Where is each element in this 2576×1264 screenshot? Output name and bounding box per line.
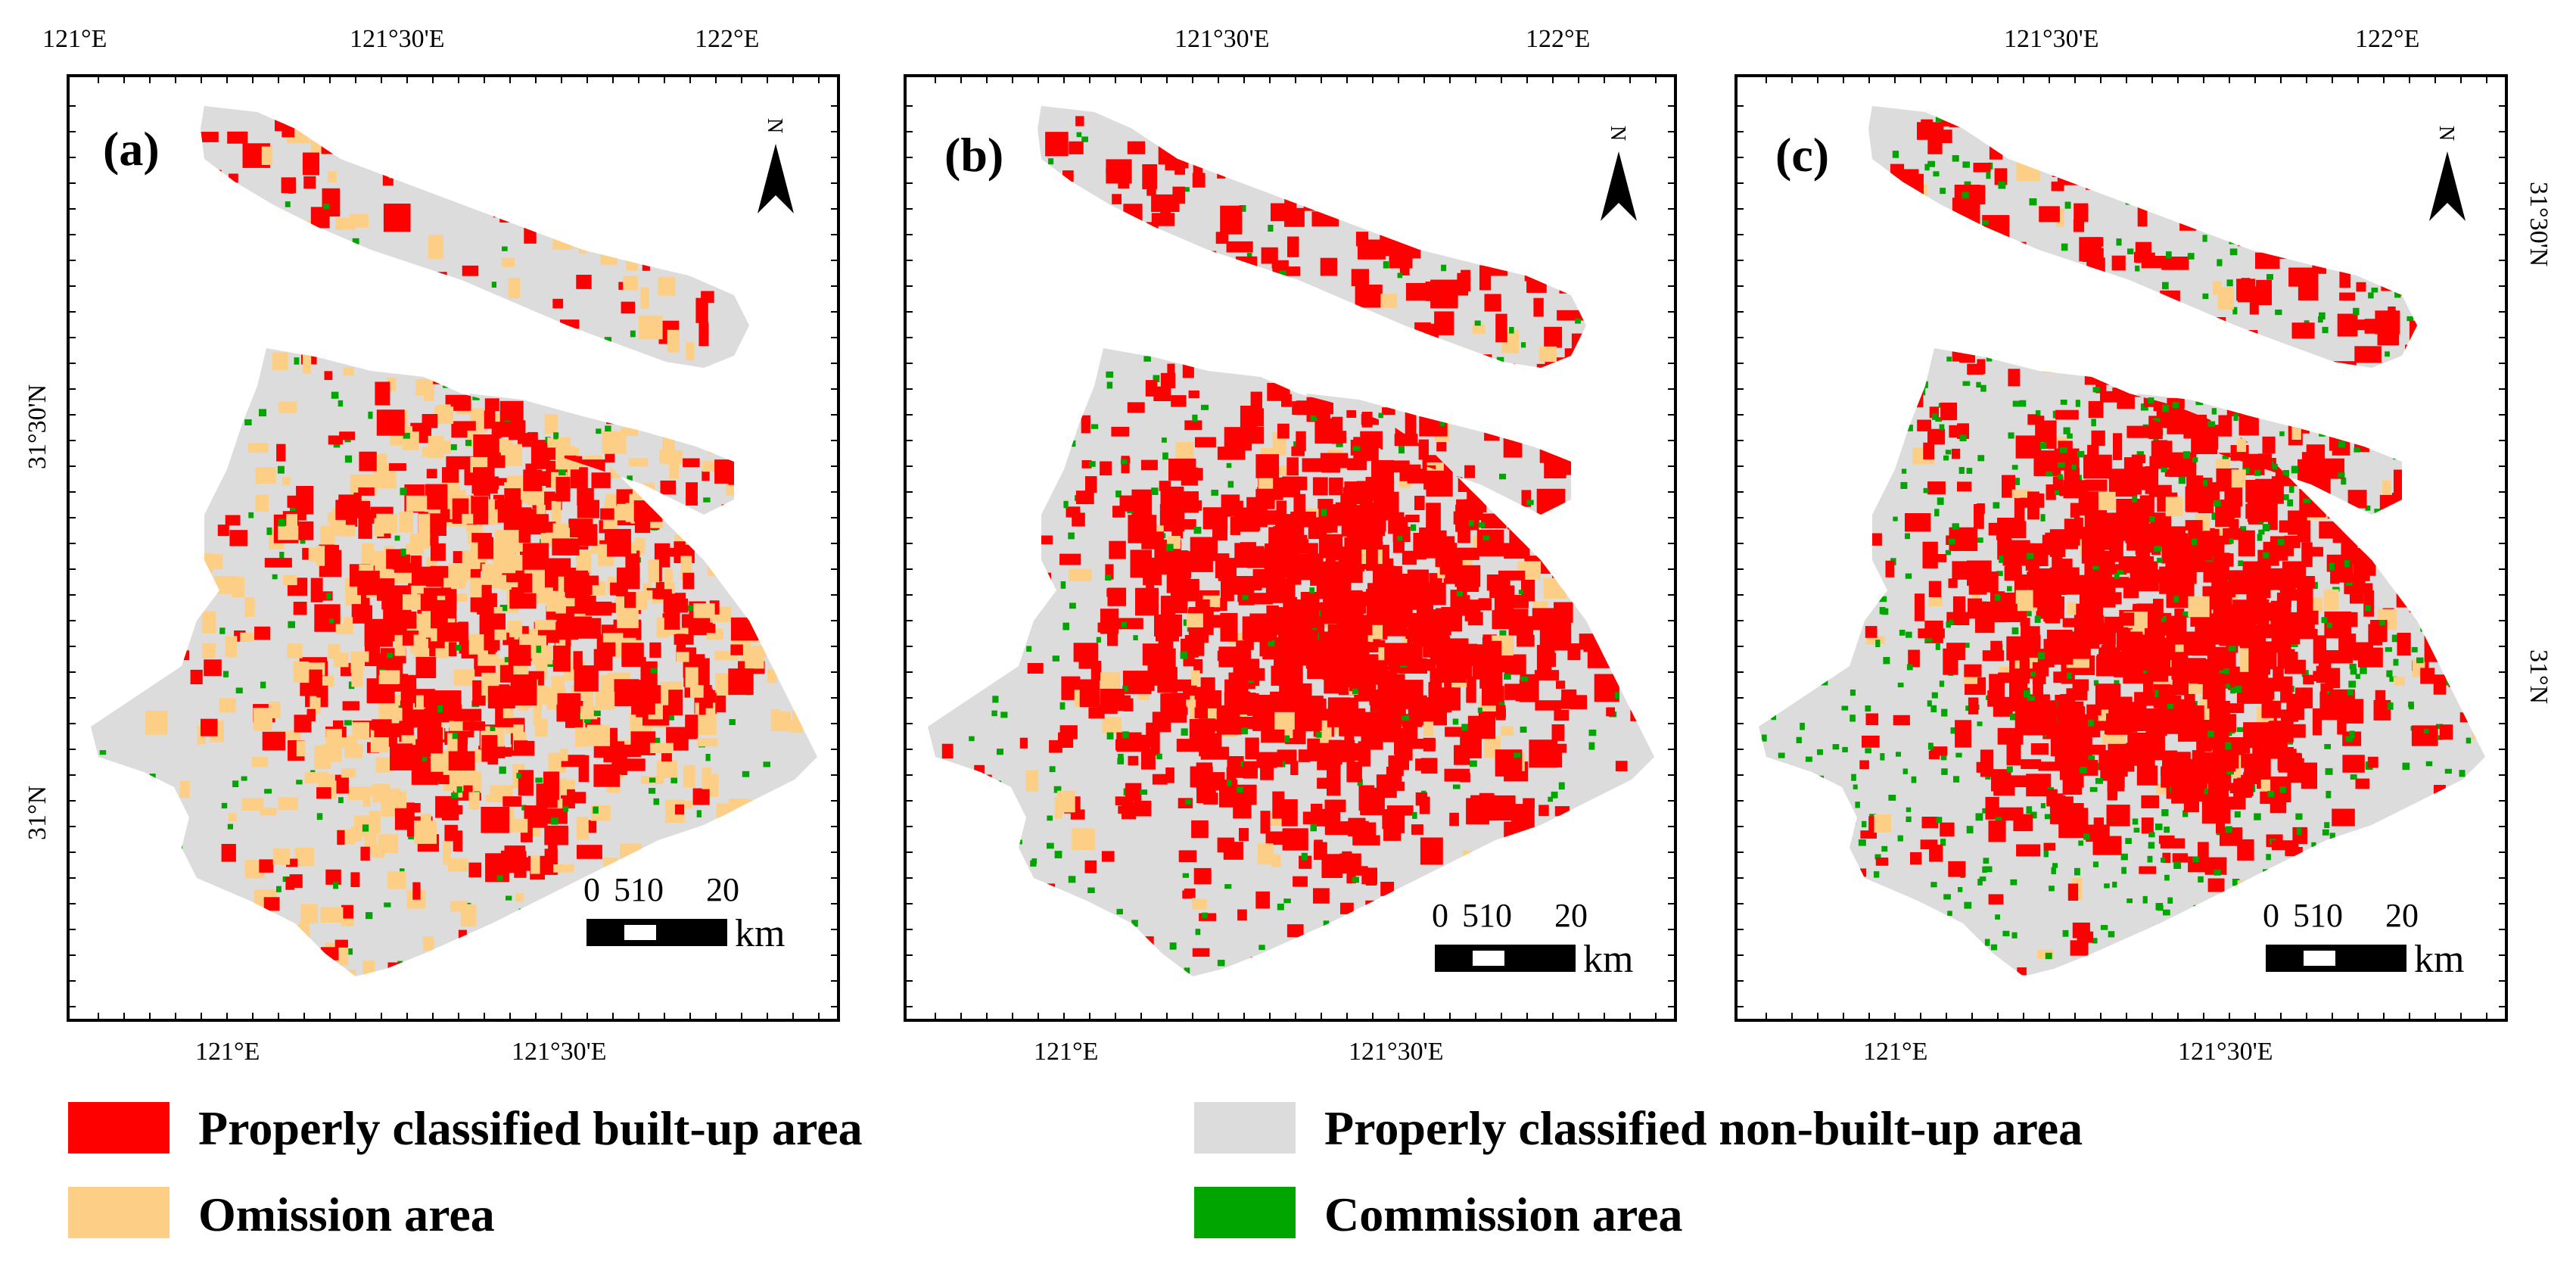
legend-label: Properly classified non-built-up area <box>1324 1101 2083 1155</box>
top-tick-label: 121°E <box>42 25 107 53</box>
scale-unit: km <box>735 912 785 955</box>
bottom-tick-label: 121°E <box>195 1038 260 1066</box>
lat-tick-label: 31°30'N <box>2525 182 2553 266</box>
bottom-tick-label: 121°30'E <box>512 1038 607 1066</box>
axis-labels-c: 121°30'E 122°E 121°E 121°30'E 31°30'N 31… <box>1863 25 2553 1066</box>
axis-labels-b: 121°30'E 122°E 121°E 121°30'E <box>1034 25 1590 1066</box>
frame-ticks <box>68 76 838 1020</box>
north-arrow-icon: N <box>2429 126 2466 221</box>
legend-item-commission: Commission area <box>1194 1187 1682 1241</box>
scale-tick-20: 20 <box>2385 897 2419 934</box>
frame-ticks <box>905 76 1675 1020</box>
map-panel-a: (a) N 0 5 10 20 km <box>67 74 840 1022</box>
legend-swatch <box>1194 1187 1296 1238</box>
panel-label: (b) <box>944 128 1003 182</box>
lat-tick-label: 31°N <box>2525 649 2553 704</box>
scale-tick-10: 10 <box>2310 897 2343 934</box>
scale-bar: 0 5 10 20 km <box>2263 897 2464 981</box>
bottom-tick-label: 121°E <box>1034 1038 1098 1066</box>
top-tick-label: 121°30'E <box>1174 25 1270 53</box>
map-panel-c: (c) N 0 5 10 20 km <box>1734 74 2508 1022</box>
scale-tick-20: 20 <box>706 871 739 908</box>
land-layer <box>905 76 1675 1020</box>
scale-bar: 0 5 10 20 km <box>1432 897 1633 981</box>
scale-tick-10: 10 <box>630 871 664 908</box>
scale-tick-5: 5 <box>614 871 630 908</box>
top-tick-label: 121°30'E <box>350 25 445 53</box>
north-arrow-icon: N <box>1601 126 1637 221</box>
north-label: N <box>763 118 786 133</box>
scale-bar-icon <box>1435 945 1576 972</box>
scale-tick-0: 0 <box>583 871 600 908</box>
legend-label: Properly classified built-up area <box>198 1101 863 1155</box>
bottom-tick-label: 121°30'E <box>1349 1038 1444 1066</box>
scale-unit: km <box>1583 938 1633 981</box>
scale-tick-0: 0 <box>2263 897 2279 934</box>
top-tick-label: 122°E <box>695 25 759 53</box>
scale-tick-10: 10 <box>1479 897 1512 934</box>
lat-tick-label: 31°N <box>23 786 51 840</box>
legend-swatch <box>68 1187 170 1238</box>
chongming-island <box>201 106 749 368</box>
frame-ticks <box>1736 76 2506 1020</box>
bottom-tick-label: 121°30'E <box>2178 1038 2273 1066</box>
scale-bar-icon <box>2266 945 2406 972</box>
scale-unit: km <box>2414 938 2464 981</box>
legend-item-built-up: Properly classified built-up area <box>68 1101 863 1155</box>
axis-labels-a: 121°E 121°30'E 122°E 121°E 121°30'E 31°3… <box>23 25 759 1066</box>
lat-tick-label: 31°30'N <box>23 384 51 469</box>
scale-tick-20: 20 <box>1554 897 1588 934</box>
scale-tick-0: 0 <box>1432 897 1448 934</box>
top-tick-label: 122°E <box>2355 25 2419 53</box>
legend-item-omission: Omission area <box>68 1187 495 1241</box>
scale-tick-5: 5 <box>1462 897 1479 934</box>
north-label: N <box>2434 126 2458 141</box>
panel-label: (a) <box>103 122 160 176</box>
north-label: N <box>1606 126 1629 141</box>
scale-tick-5: 5 <box>2293 897 2310 934</box>
scale-bar: 0 5 10 20 km <box>583 871 785 955</box>
legend: Properly classified built-up area Proper… <box>68 1101 2083 1241</box>
panel-label: (c) <box>1775 128 1829 182</box>
legend-label: Commission area <box>1324 1188 1682 1241</box>
bottom-tick-label: 121°E <box>1863 1038 1927 1066</box>
legend-swatch <box>1194 1102 1296 1153</box>
legend-swatch <box>68 1102 170 1153</box>
map-panel-b: (b) N 0 5 10 20 km <box>904 74 1677 1022</box>
legend-label: Omission area <box>198 1188 495 1241</box>
top-tick-label: 121°30'E <box>2004 25 2099 53</box>
land-layer <box>68 76 838 1020</box>
scale-bar-icon <box>586 919 727 946</box>
top-tick-label: 122°E <box>1526 25 1590 53</box>
legend-item-non-built-up: Properly classified non-built-up area <box>1194 1101 2083 1155</box>
north-arrow-icon: N <box>758 118 794 213</box>
